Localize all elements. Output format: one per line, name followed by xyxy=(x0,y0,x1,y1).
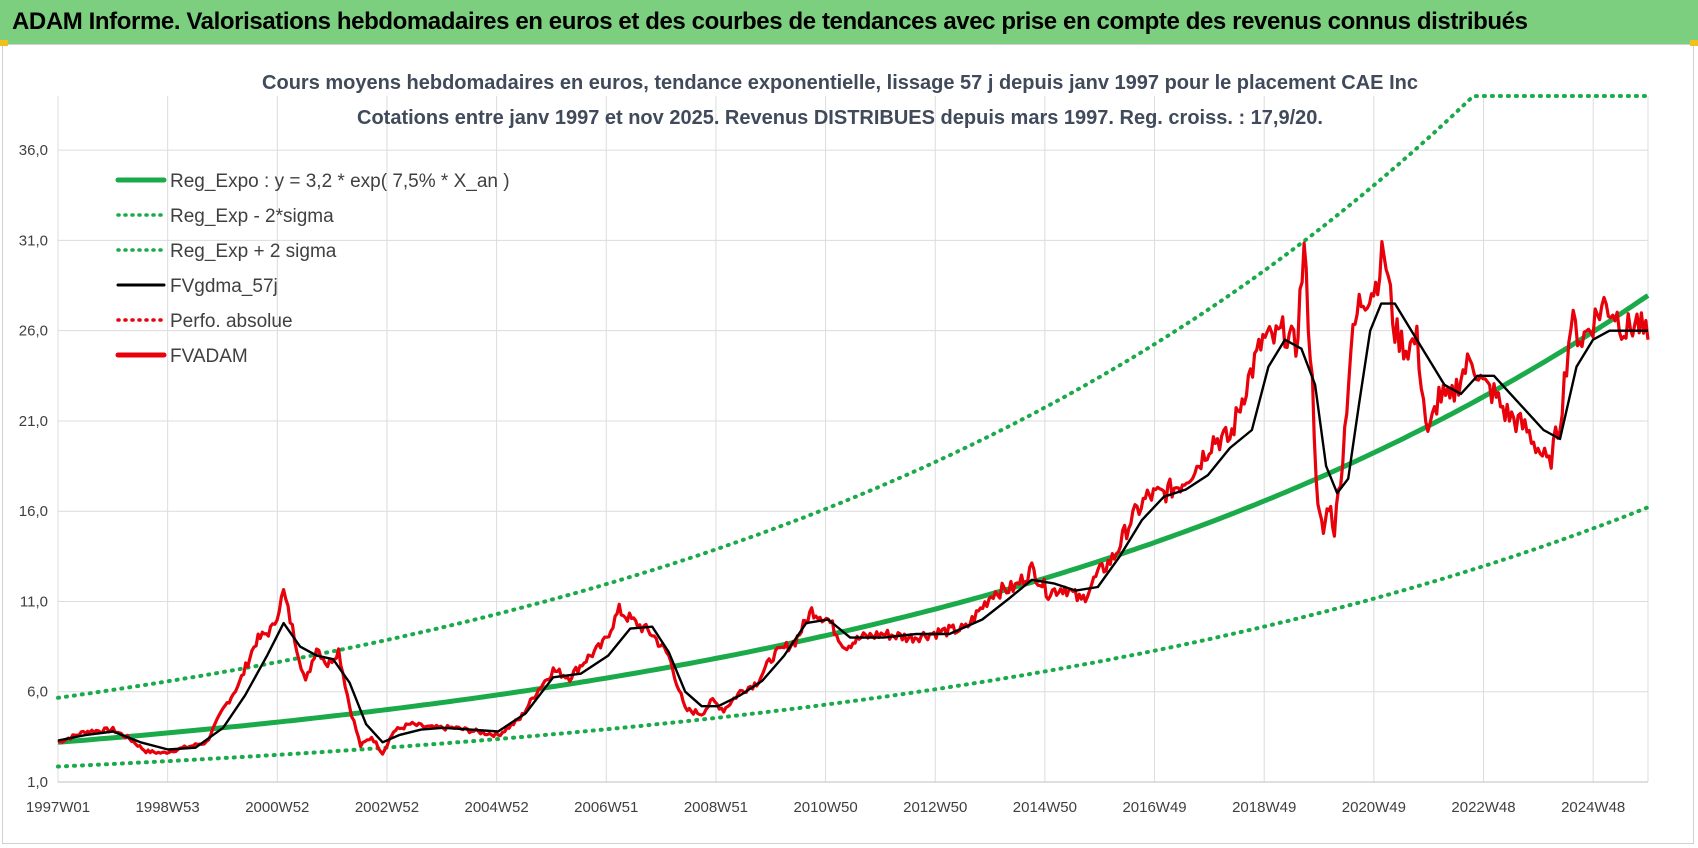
x-tick-label: 2010W50 xyxy=(793,799,857,816)
fvgdma57-series-line xyxy=(57,302,1648,751)
chart-title: Cours moyens hebdomadaires en euros, ten… xyxy=(262,72,1418,129)
x-tick-label: 2008W51 xyxy=(684,799,748,816)
y-tick-label: 26,0 xyxy=(19,323,48,340)
y-tick-label: 36,0 xyxy=(19,142,48,159)
y-tick-label: 1,0 xyxy=(27,774,48,791)
y-tick-label: 31,0 xyxy=(19,232,48,249)
x-tick-label: 2002W52 xyxy=(355,799,419,816)
x-tick-label: 2004W52 xyxy=(465,799,529,816)
legend-label: FVADAM xyxy=(170,346,248,367)
x-tick-label: 2020W49 xyxy=(1342,799,1406,816)
y-tick-label: 11,0 xyxy=(20,593,48,610)
frame-corner-marker xyxy=(1690,40,1698,46)
x-tick-label: 2012W50 xyxy=(903,799,967,816)
x-tick-label: 2022W48 xyxy=(1451,799,1515,816)
y-tick-label: 16,0 xyxy=(19,503,48,520)
chart-series xyxy=(56,94,1650,769)
chart-legend: Reg_Expo : y = 3,2 * exp( 7,5% * X_an ) R… xyxy=(115,171,510,367)
legend-label: Reg_Exp - 2*sigma xyxy=(170,206,334,227)
x-tick-label: 2000W52 xyxy=(245,799,309,816)
trend-lower-band xyxy=(56,505,1650,769)
report-title: ADAM Informe. Valorisations hebdomadaire… xyxy=(12,8,1528,35)
x-tick-label: 2006W51 xyxy=(574,799,638,816)
legend-label: FVgdma_57j xyxy=(170,276,278,297)
x-tick-label: 2024W48 xyxy=(1561,799,1625,816)
chart-grid xyxy=(57,96,1649,783)
legend-label: Reg_Expo : y = 3,2 * exp( 7,5% * X_an ) xyxy=(170,171,510,192)
x-tick-label: 1998W53 xyxy=(136,799,200,816)
x-tick-label: 2014W50 xyxy=(1013,799,1077,816)
x-tick-label: 2018W49 xyxy=(1232,799,1296,816)
fvadam-series-line xyxy=(57,240,1650,756)
y-tick-label: 6,0 xyxy=(27,684,48,701)
x-tick-label: 2016W49 xyxy=(1122,799,1186,816)
chart-axes: 1,0 6,0 11,0 16,0 21,0 26,0 31,0 36,0 1997W01 199… xyxy=(19,142,1648,816)
chart-title-line-1: Cours moyens hebdomadaires en euros, ten… xyxy=(262,72,1418,94)
legend-label: Perfo. absolue xyxy=(170,311,293,332)
y-tick-label: 21,0 xyxy=(19,413,48,430)
x-tick-label: 1997W01 xyxy=(26,799,90,816)
chart-title-line-2: Cotations entre janv 1997 et nov 2025. R… xyxy=(357,107,1323,129)
report-banner: ADAM Informe. Valorisations hebdomadaire… xyxy=(0,0,1698,45)
frame-corner-marker xyxy=(0,40,8,46)
trend-regression-line xyxy=(57,293,1650,745)
chart-frame xyxy=(2,44,1694,844)
legend-label: Reg_Exp + 2 sigma xyxy=(170,241,337,262)
